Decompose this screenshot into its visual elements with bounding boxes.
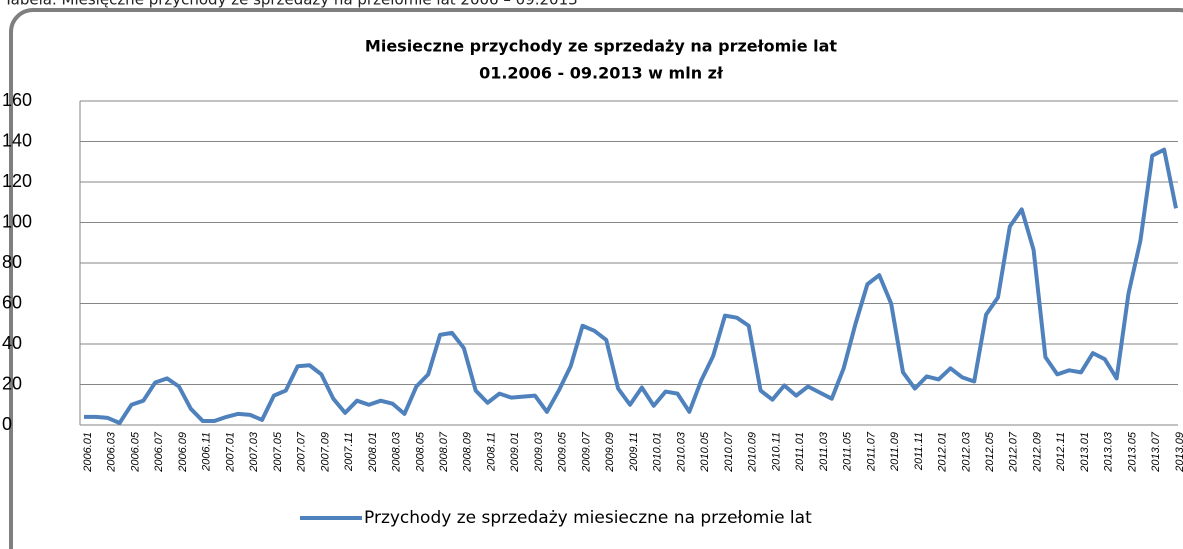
x-tick-label: 2013.03 (1103, 431, 1115, 473)
x-tick-label: 2007.01 (224, 432, 236, 473)
chart-title: 01.2006 - 09.2013 w mln zł (479, 64, 724, 83)
x-tick-label: 2006.01 (82, 432, 94, 473)
x-tick-label: 2011.05 (842, 431, 854, 472)
x-tick-label: 2012.01 (937, 432, 949, 473)
y-tick-label: 20 (2, 373, 22, 393)
x-tick-label: 2008.07 (438, 431, 450, 473)
x-tick-label: 2008.11 (485, 432, 497, 472)
x-tick-label: 2007.09 (319, 432, 331, 473)
x-tick-label: 2009.07 (580, 431, 592, 473)
legend-label: Przychody ze sprzedaży miesieczne na prz… (364, 508, 812, 528)
x-tick-label: 2006.07 (153, 431, 165, 473)
x-tick-label: 2012.11 (1055, 432, 1067, 472)
x-tick-label: 2011.11 (913, 432, 925, 471)
x-tick-label: 2010.11 (770, 432, 782, 472)
y-tick-label: 40 (2, 333, 22, 353)
chart-frame (9, 8, 1183, 549)
y-tick-label: 0 (2, 414, 12, 434)
x-tick-label: 2012.09 (1031, 432, 1043, 473)
x-tick-label: 2011.07 (865, 431, 877, 472)
x-tick-label: 2009.03 (533, 431, 545, 473)
x-tick-label: 2011.09 (889, 432, 901, 472)
x-tick-label: 2010.05 (699, 431, 711, 473)
x-tick-label: 2008.05 (414, 431, 426, 473)
y-tick-label: 100 (2, 211, 32, 231)
x-tick-label: 2010.01 (652, 432, 664, 473)
x-tick-label: 2009.09 (604, 432, 616, 473)
chart-title: Miesieczne przychody ze sprzedaży na prz… (365, 37, 838, 56)
x-tick-label: 2013.05 (1126, 431, 1138, 473)
x-tick-label: 2008.09 (462, 432, 474, 473)
x-tick-label: 2010.07 (723, 431, 735, 473)
x-tick-label: 2006.03 (106, 431, 118, 473)
x-tick-label: 2013.01 (1079, 432, 1091, 473)
y-tick-label: 160 (2, 90, 32, 110)
x-tick-label: 2009.11 (628, 432, 640, 472)
x-tick-label: 2010.03 (675, 431, 687, 473)
x-tick-label: 2011.03 (818, 431, 830, 472)
x-tick-label: 2010.09 (747, 432, 759, 473)
x-tick-label: 2011.01 (794, 432, 806, 472)
y-tick-label: 140 (2, 130, 32, 150)
x-tick-label: 2009.05 (557, 431, 569, 473)
y-tick-label: 120 (2, 171, 32, 191)
x-tick-label: 2006.05 (129, 431, 141, 473)
x-tick-label: 2012.07 (1008, 431, 1020, 473)
x-tick-label: 2008.03 (391, 431, 403, 473)
x-tick-label: 2009.01 (509, 432, 521, 473)
x-tick-label: 2008.01 (367, 432, 379, 473)
y-tick-label: 80 (2, 252, 22, 272)
x-tick-label: 2006.09 (177, 432, 189, 473)
x-tick-label: 2007.11 (343, 432, 355, 472)
x-tick-label: 2007.03 (248, 431, 260, 473)
x-tick-label: 2013.07 (1150, 431, 1162, 473)
x-tick-label: 2006.11 (201, 432, 213, 472)
caption: Tabela. Miesięczne przychody ze sprzedaż… (3, 0, 578, 9)
x-tick-label: 2012.03 (960, 431, 972, 473)
x-tick-label: 2007.07 (296, 431, 308, 473)
y-tick-label: 60 (2, 292, 22, 312)
series-line (84, 147, 1178, 425)
x-tick-label: 2012.05 (984, 431, 996, 473)
x-tick-label: 2007.05 (272, 431, 284, 473)
x-tick-label: 2013.09 (1174, 432, 1183, 473)
